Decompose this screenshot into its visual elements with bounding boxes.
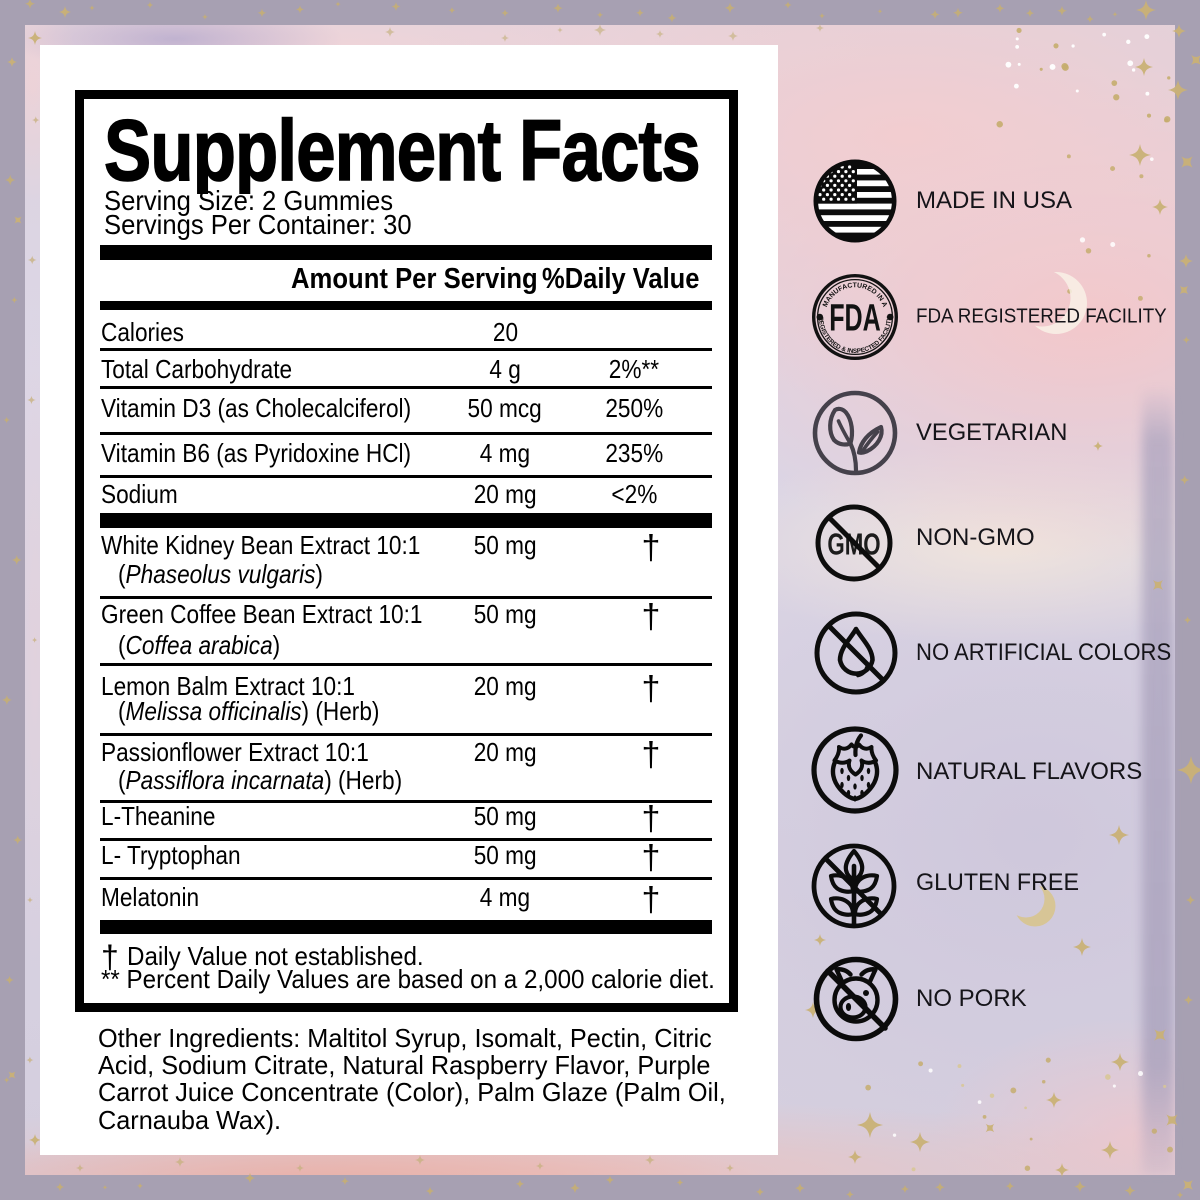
svg-text:FDA: FDA bbox=[829, 296, 881, 338]
